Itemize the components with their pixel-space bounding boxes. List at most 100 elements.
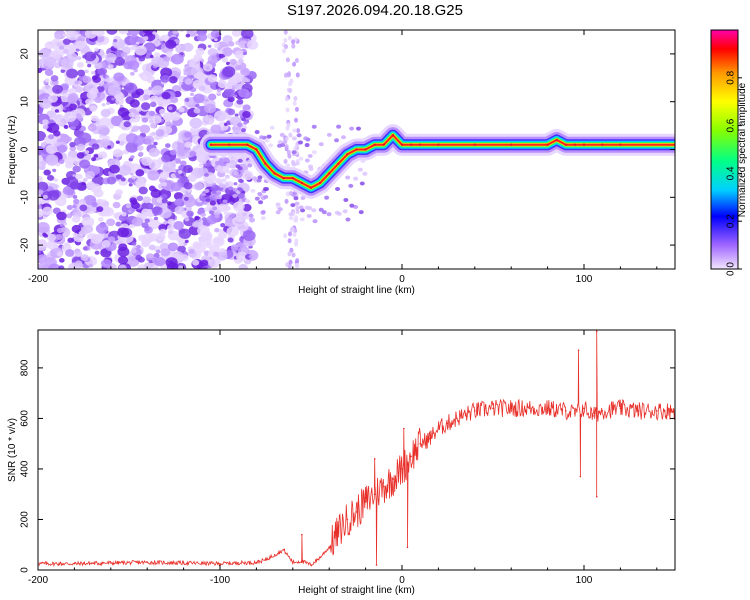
noise-blob <box>169 111 181 121</box>
noise-blob <box>136 145 144 151</box>
snr-point <box>601 410 603 412</box>
noise-blob <box>231 30 241 37</box>
snr-point <box>346 518 349 521</box>
noise-blob <box>120 51 128 58</box>
noise-blob <box>195 103 200 108</box>
noise-blob <box>287 35 292 41</box>
noise-blob <box>74 250 83 258</box>
noise-blob <box>283 158 288 164</box>
noise-blob <box>172 30 179 35</box>
noise-blob <box>357 167 363 172</box>
noise-blob <box>131 175 137 180</box>
noise-blob <box>90 183 102 193</box>
noise-blob <box>98 117 112 128</box>
noise-blob <box>286 71 291 77</box>
noise-blob <box>340 135 346 140</box>
noise-blob <box>193 93 205 104</box>
noise-blob <box>218 231 228 239</box>
ridge-point <box>282 176 285 180</box>
noise-blob <box>73 198 80 205</box>
noise-blob <box>151 206 163 216</box>
noise-blob <box>134 114 140 119</box>
noise-blob <box>124 82 138 94</box>
noise-blob <box>148 159 162 170</box>
noise-blob <box>90 54 97 59</box>
noise-blob <box>289 78 294 84</box>
colorbar: 0.0 0.2 0.4 0.6 0.8 Normalized spectral ampl… <box>710 29 748 276</box>
snr-x-tick-label: 100 <box>576 575 593 586</box>
noise-blob <box>230 244 239 251</box>
noise-blob <box>248 254 253 259</box>
colorbar-ticks: 0.0 0.2 0.4 0.6 0.8 <box>726 70 742 276</box>
noise-blob <box>126 32 131 36</box>
ridge-point <box>555 138 558 142</box>
ridge-point <box>564 143 567 146</box>
snr-x-tick-label: 0 <box>399 575 405 586</box>
noise-blob <box>334 138 340 143</box>
noise-blob <box>174 198 183 207</box>
noise-blob <box>336 211 342 216</box>
noise-blob <box>79 204 88 212</box>
noise-blob <box>76 143 86 152</box>
noise-blob <box>107 145 112 149</box>
noise-blob <box>189 150 197 157</box>
noise-blob <box>45 154 59 165</box>
noise-blob <box>79 159 91 169</box>
noise-blob <box>226 226 239 237</box>
snr-spike <box>595 330 598 333</box>
noise-blob <box>237 166 243 171</box>
ridge-point <box>546 143 549 146</box>
noise-blob <box>111 97 115 101</box>
snr-y-tick-label: 400 <box>20 460 31 477</box>
colorbar-label: Normalized spectral amplitude <box>737 82 748 217</box>
noise-blob <box>170 53 184 65</box>
noise-blob <box>192 259 200 266</box>
ridge-point <box>419 143 422 146</box>
ridge-point <box>364 148 367 151</box>
noise-blob <box>211 190 217 195</box>
noise-blob <box>229 58 237 65</box>
ridge-point <box>328 172 331 175</box>
ridge-point <box>582 143 586 146</box>
noise-blob <box>207 55 218 64</box>
noise-blob <box>141 117 149 123</box>
noise-blob <box>227 96 235 103</box>
noise-blob <box>249 217 256 223</box>
noise-blob <box>184 78 193 85</box>
snr-spike <box>403 427 405 430</box>
noise-blob <box>208 180 214 185</box>
noise-blob <box>85 98 93 105</box>
noise-blob <box>54 109 60 113</box>
ridge-point <box>437 143 440 146</box>
noise-blob <box>65 249 75 257</box>
snr-point <box>446 422 449 425</box>
noise-blob <box>185 33 191 38</box>
noise-blob <box>282 140 288 145</box>
noise-blob <box>183 65 197 76</box>
noise-blob <box>225 169 231 174</box>
noise-blob <box>75 86 84 93</box>
noise-blob <box>55 234 63 240</box>
noise-blob <box>318 142 324 147</box>
noise-blob <box>118 243 128 252</box>
noise-blob <box>263 194 269 199</box>
noise-blob <box>130 172 134 176</box>
ridge-point <box>391 133 395 137</box>
snr-point <box>474 410 476 412</box>
snr-point <box>637 410 640 412</box>
noise-blob <box>349 203 355 208</box>
waterfall-marks <box>38 30 675 269</box>
noise-blob <box>113 72 125 82</box>
noise-blob <box>85 171 96 180</box>
noise-blob <box>94 250 100 255</box>
noise-blob <box>195 72 205 80</box>
noise-blob <box>163 56 171 62</box>
noise-blob <box>113 38 118 43</box>
noise-blob <box>252 176 258 181</box>
noise-blob <box>299 217 305 222</box>
noise-blob <box>129 71 135 76</box>
ridge-point <box>409 143 413 146</box>
noise-blob <box>321 210 327 215</box>
noise-blob <box>76 56 82 61</box>
noise-blob <box>362 171 368 176</box>
